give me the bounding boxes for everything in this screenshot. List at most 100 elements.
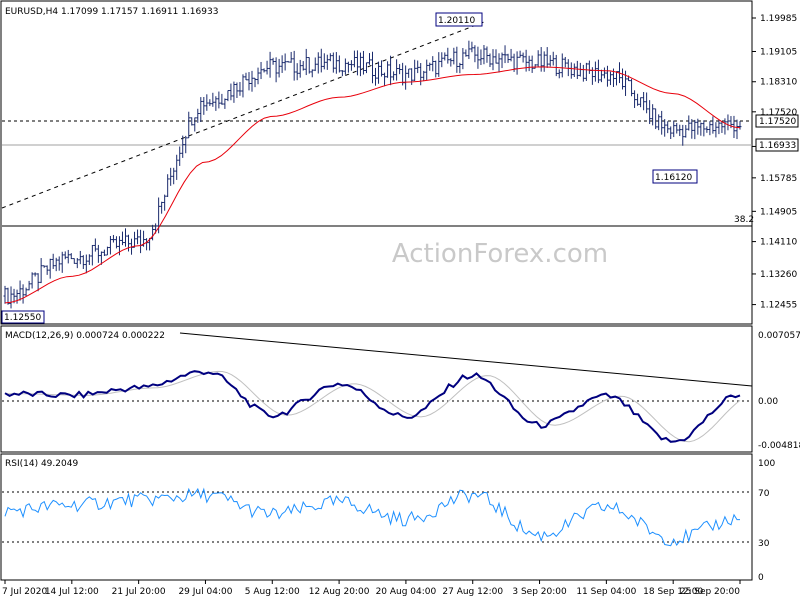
- price-bar: [99, 251, 103, 265]
- price-bar: [392, 71, 396, 81]
- price-bar: [208, 99, 212, 107]
- macd-line: [4, 370, 741, 443]
- price-bar: [187, 111, 191, 139]
- price-bar: [560, 53, 564, 78]
- price-bar: [654, 108, 658, 130]
- price-bar: [527, 55, 531, 72]
- price-bar: [238, 82, 242, 96]
- price-bar: [422, 70, 426, 82]
- price-bar: [136, 229, 140, 245]
- level-tag: 1.17520: [755, 114, 799, 128]
- time-tick-label: 12 Aug 20:00: [309, 587, 370, 597]
- price-bar: [361, 50, 365, 75]
- price-bar: [425, 59, 429, 81]
- price-panel[interactable]: ActionForex.com 38.2 1.20110 1.12550 1.1…: [0, 0, 754, 325]
- price-bar: [738, 121, 742, 130]
- price-bar: [346, 61, 350, 73]
- rsi-tick-30: 30: [758, 539, 770, 549]
- price-bar: [262, 68, 266, 73]
- price-bar: [383, 72, 387, 87]
- macd-panel[interactable]: MACD(12,26,9) 0.000724 0.000222: [0, 325, 753, 453]
- price-bar: [105, 246, 109, 256]
- low-right-annotation-box: [652, 169, 698, 184]
- price-bar: [343, 58, 347, 75]
- price-bar: [431, 56, 435, 72]
- price-bar: [319, 48, 323, 73]
- price-bar: [205, 94, 209, 111]
- current-price-tag-box: [755, 138, 799, 152]
- price-bar: [12, 288, 16, 304]
- price-bar: [717, 119, 721, 135]
- price-bar: [169, 167, 173, 186]
- price-bar: [681, 124, 685, 146]
- macd-tick-zero: 0.00: [758, 397, 778, 407]
- price-bar: [645, 92, 649, 114]
- price-bar: [163, 194, 167, 211]
- time-tick-label: 20 Aug 04:00: [376, 587, 437, 597]
- price-bar: [633, 90, 637, 108]
- price-bar: [470, 41, 474, 53]
- price-bar: [202, 96, 206, 115]
- price-bar: [506, 53, 510, 63]
- price-bar: [151, 224, 155, 241]
- price-bar: [304, 48, 308, 76]
- price-bar: [458, 62, 462, 74]
- price-bar: [42, 265, 46, 268]
- rsi-title: RSI(14) 49.2049: [5, 459, 78, 469]
- price-bar: [551, 51, 555, 66]
- price-bar: [123, 228, 127, 247]
- price-bar: [461, 48, 465, 70]
- price-bar: [235, 82, 239, 99]
- price-bar: [18, 280, 22, 301]
- price-bar: [596, 59, 600, 84]
- price-bar: [452, 47, 456, 65]
- rsi-panel[interactable]: RSI(14) 49.2049: [0, 453, 753, 581]
- price-bar: [114, 236, 118, 249]
- price-bar: [642, 91, 646, 111]
- price-bar: [268, 51, 272, 78]
- price-bar: [295, 63, 299, 81]
- low-left-annotation-text: 1.12550: [4, 313, 41, 323]
- price-bar: [473, 45, 477, 63]
- price-bar: [241, 74, 245, 98]
- price-bar: [220, 93, 224, 105]
- price-bar: [621, 68, 625, 90]
- price-bar: [310, 69, 314, 78]
- price-bar: [75, 258, 79, 269]
- rsi-line: [4, 487, 740, 547]
- price-bar: [455, 46, 459, 73]
- price-bar: [386, 61, 390, 78]
- high-annotation: 1.20110: [435, 12, 483, 27]
- price-tick-label: 1.15785: [760, 174, 797, 184]
- price-bar: [60, 251, 64, 273]
- price-bar: [229, 83, 233, 101]
- macd-panel-frame: [0, 325, 753, 453]
- price-bar: [364, 62, 368, 74]
- price-bar: [726, 114, 730, 131]
- price-bars: [3, 40, 742, 309]
- price-bar: [437, 52, 441, 77]
- price-bar: [193, 117, 197, 132]
- price-bar: [545, 47, 549, 68]
- price-bar: [178, 146, 182, 166]
- price-bar: [247, 72, 251, 91]
- time-tick-label: 29 Jul 04:00: [178, 587, 232, 597]
- price-bar: [190, 117, 194, 126]
- price-bar: [374, 67, 378, 86]
- price-bar: [36, 273, 40, 292]
- price-bar: [120, 231, 124, 246]
- price-tick-label: 1.13260: [760, 270, 797, 280]
- price-bar: [675, 122, 679, 134]
- trendline-dashed: [1, 21, 485, 209]
- symbol-header: EURUSD,H4 1.17099 1.17157 1.16911 1.1693…: [5, 7, 218, 17]
- price-bar: [322, 53, 326, 70]
- price-bar: [223, 98, 227, 109]
- price-tick-label: 1.19985: [760, 14, 797, 24]
- price-bar: [27, 280, 31, 291]
- price-bar: [9, 286, 13, 309]
- price-bar: [166, 174, 170, 197]
- price-bar: [699, 122, 703, 136]
- price-bar: [584, 62, 588, 81]
